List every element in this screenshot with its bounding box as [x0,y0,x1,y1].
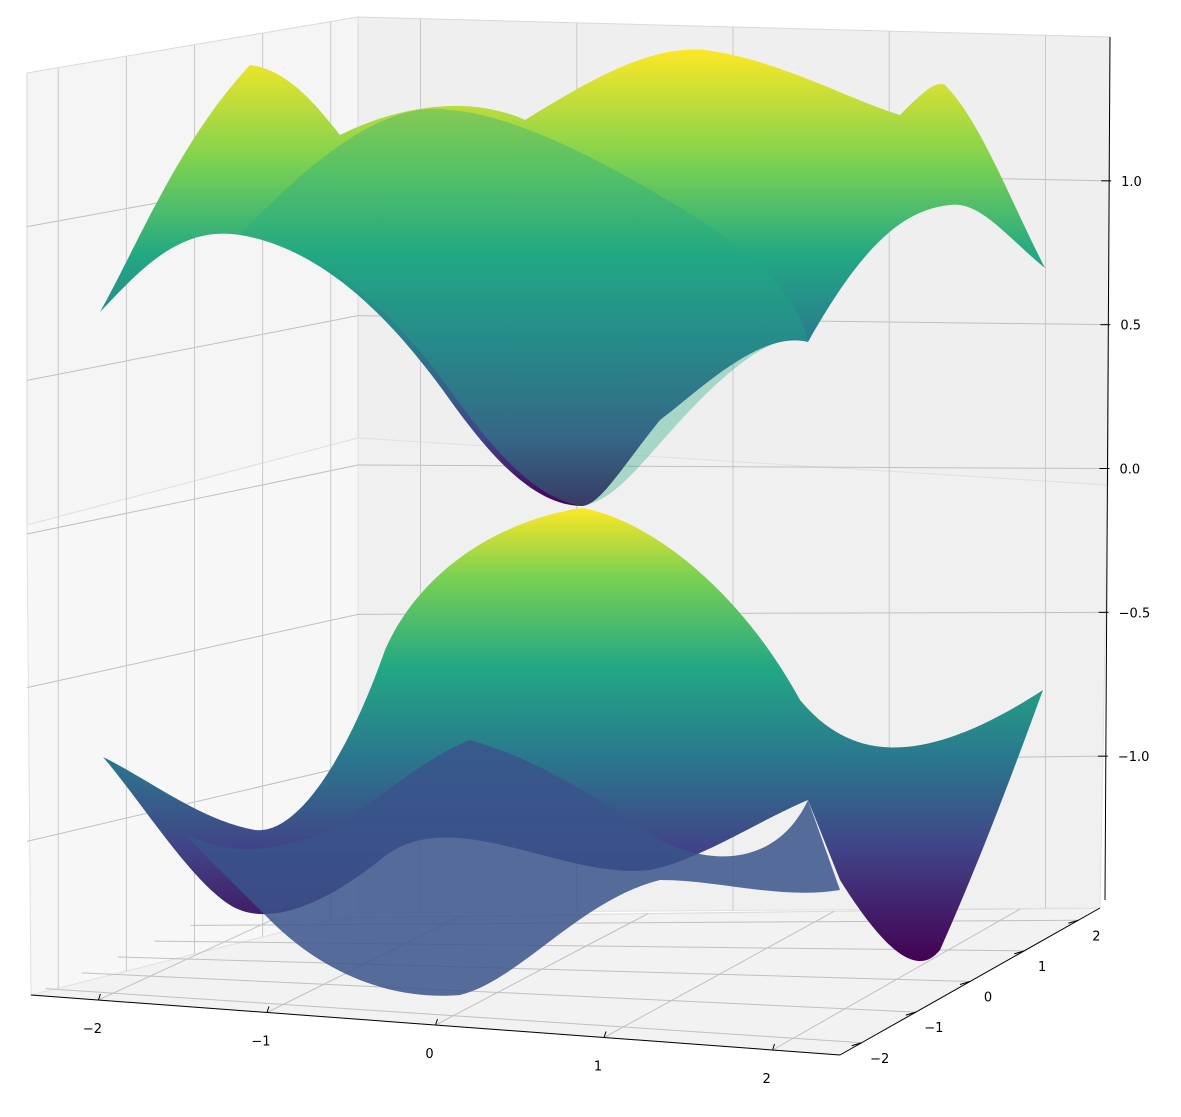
z-gridline-left [26,464,359,535]
upper-surface-main [100,49,1045,506]
z-tick-label: 0.5 [1120,319,1141,334]
y-tick-label: −1 [924,1021,943,1036]
z-tick-label: 1.0 [1121,175,1142,190]
x-tick-label: 0 [425,1047,433,1062]
y-axis: −2 −1 0 1 2 [839,907,1100,1067]
y-gridline [45,988,862,1044]
y-tick-mark [1068,919,1079,924]
z-tick-label: −1.0 [1118,750,1150,765]
x-tick-label: −1 [251,1035,270,1050]
x-axis: −2 −1 0 1 2 [30,993,841,1087]
z-gridline-left [26,613,359,689]
y-tick-label: 1 [1038,960,1046,975]
x-tick-mark [603,1031,607,1038]
x-tick-mark [772,1043,776,1051]
x-tick-label: 2 [762,1072,770,1087]
z-tick-label: −0.5 [1119,606,1151,621]
upper-surface-ridge [240,108,808,506]
y-tick-label: 2 [1092,929,1100,944]
z-gridline-left [26,315,359,381]
lower-surface [103,508,1043,996]
y-tick-label: −2 [870,1052,889,1067]
y-tick-mark [851,1042,862,1047]
y-tick-mark [1014,950,1025,955]
x-tick-label: −2 [83,1022,102,1037]
y-tick-label: 0 [984,991,992,1006]
y-tick-mark [959,981,971,985]
y-gridline [117,956,971,982]
x-tick-label: 1 [594,1060,602,1075]
z-gridline-left [26,763,359,842]
upper-surface [100,49,1045,506]
y-tick-mark [905,1011,916,1016]
z-tick-label: 0.0 [1120,463,1141,478]
z-axis: −1.0 −0.5 0.0 0.5 1.0 [1097,36,1151,901]
x-tick-mark [97,993,101,1001]
left-pane [26,16,359,526]
x-tick-mark [435,1018,438,1026]
lower-surface-front [180,740,840,996]
y-gridline [81,972,916,1013]
x-tick-mark [266,1006,270,1013]
